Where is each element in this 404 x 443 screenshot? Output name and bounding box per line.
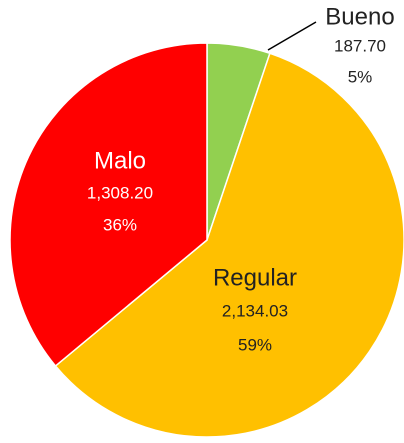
slice-percent: 5% [348,67,373,86]
pie-slice [54,52,404,438]
leader-line [267,21,317,51]
pie-slice [9,42,208,368]
slice-value: 1,308.20 [87,183,153,202]
slice-value: 2,134.03 [222,301,288,320]
slice-percent: 59% [238,335,272,354]
slice-category: Bueno [325,3,394,30]
slice-category: Regular [213,264,297,291]
slice-category: Malo [94,147,146,174]
slice-value: 187.70 [334,36,386,55]
slice-percent: 36% [103,215,137,234]
